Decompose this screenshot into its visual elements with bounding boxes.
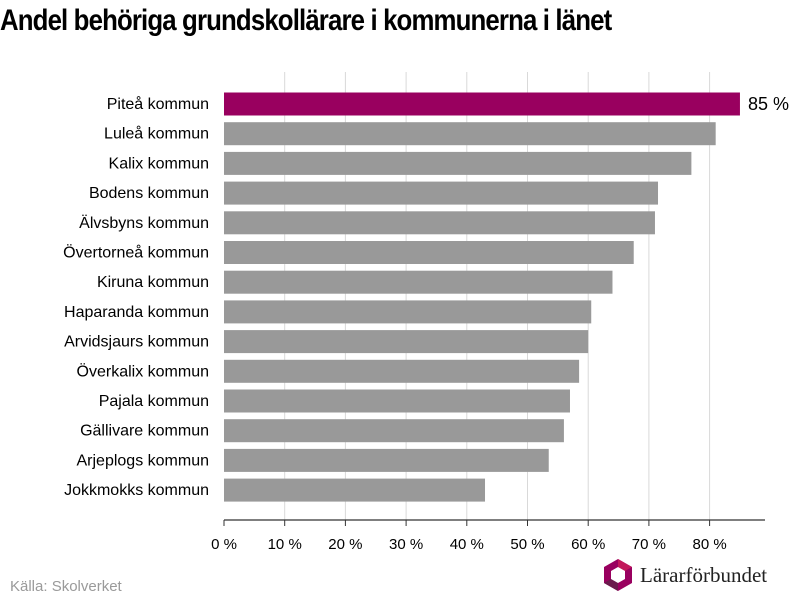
x-tick-label: 10 % [268, 536, 302, 553]
x-tick-label: 50 % [510, 536, 544, 553]
x-tick-label: 30 % [389, 536, 423, 553]
bar [224, 419, 564, 443]
bar [224, 389, 570, 413]
category-labels: Piteå kommun Luleå kommun Kalix kommun Bode… [63, 94, 789, 499]
x-tick-label: 0 % [211, 536, 237, 553]
x-tick-label: 20 % [328, 536, 362, 553]
chart-title: Andel behöriga grundskollärare i kommune… [0, 4, 612, 37]
category-label: Kalix kommun [109, 155, 209, 172]
data-label: 85 % [748, 94, 789, 114]
lararforbundet-logo-icon [604, 559, 632, 591]
grid-lines [284, 72, 711, 520]
bar [224, 122, 716, 146]
logo-text: Lärarförbundet [640, 562, 768, 587]
bar [224, 448, 549, 472]
source-note: Källa: Skolverket [10, 578, 122, 595]
bar [224, 92, 740, 116]
category-label: Arjeplogs kommun [77, 452, 210, 469]
category-label: Pajala kommun [99, 393, 209, 410]
bar [224, 151, 692, 175]
category-label: Luleå kommun [104, 125, 209, 143]
category-label: Jokkmokks kommun [64, 482, 209, 499]
bar [224, 241, 634, 264]
x-tick-label: 60 % [571, 536, 605, 553]
bar [224, 211, 655, 235]
category-label: Bodens kommun [89, 185, 209, 202]
category-label: Kiruna kommun [97, 274, 209, 291]
category-label: Älvsbyns kommun [79, 214, 209, 232]
bar [224, 181, 659, 205]
category-label: Övertorneå kommun [63, 244, 209, 262]
x-axis: 0 % 10 % 20 % 30 % 40 % 50 % 60 % 70 % 80 % [211, 519, 765, 553]
category-label: Haparanda kommun [64, 304, 209, 321]
x-tick-label: 80 % [692, 536, 726, 553]
category-label: Överkalix kommun [77, 362, 209, 380]
category-label: Piteå kommun [107, 95, 209, 113]
logo: Lärarförbundet [602, 558, 767, 592]
category-label: Gällivare kommun [80, 423, 209, 440]
x-tick-label: 70 % [632, 536, 666, 553]
bar [224, 359, 580, 383]
bars [224, 92, 740, 502]
bar [224, 270, 613, 294]
bar [224, 300, 592, 324]
x-tick-label: 40 % [450, 536, 484, 553]
bar [224, 330, 589, 354]
category-label: Arvidsjaurs kommun [64, 334, 209, 351]
bar [224, 478, 486, 502]
